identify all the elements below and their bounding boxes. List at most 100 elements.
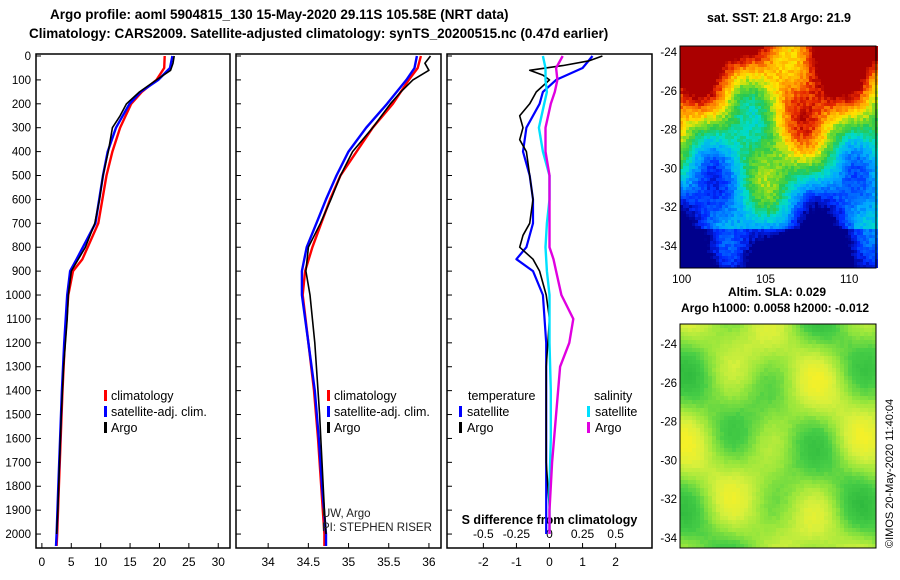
sst-cell bbox=[824, 181, 827, 184]
sst-cell bbox=[797, 55, 800, 58]
sst-cell bbox=[839, 190, 842, 193]
sst-cell bbox=[770, 94, 773, 97]
sst-cell bbox=[851, 67, 854, 70]
sst-cell bbox=[782, 148, 785, 151]
sst-cell bbox=[794, 172, 797, 175]
sst-cell bbox=[683, 64, 686, 67]
sst-cell bbox=[704, 247, 707, 250]
sst-cell bbox=[812, 61, 815, 64]
sst-cell bbox=[779, 94, 782, 97]
sst-cell bbox=[761, 256, 764, 259]
sst-cell bbox=[710, 220, 713, 223]
sst-cell bbox=[806, 136, 809, 139]
sst-cell bbox=[686, 151, 689, 154]
sst-cell bbox=[851, 154, 854, 157]
sst-cell bbox=[815, 259, 818, 262]
sst-cell bbox=[818, 241, 821, 244]
sst-cell bbox=[818, 244, 821, 247]
sst-cell bbox=[755, 67, 758, 70]
sst-cell bbox=[755, 52, 758, 55]
sst-cell bbox=[791, 61, 794, 64]
sst-cell bbox=[734, 187, 737, 190]
sst-cell bbox=[704, 130, 707, 133]
sst-cell bbox=[797, 208, 800, 211]
sst-cell bbox=[746, 181, 749, 184]
sst-cell bbox=[689, 61, 692, 64]
sst-cell bbox=[725, 232, 728, 235]
sst-cell bbox=[683, 73, 686, 76]
sst-cell bbox=[839, 94, 842, 97]
sst-cell bbox=[776, 46, 779, 49]
sst-cell bbox=[770, 238, 773, 241]
sst-cell bbox=[857, 250, 860, 253]
sst-cell bbox=[683, 193, 686, 196]
sst-cell bbox=[785, 97, 788, 100]
sst-cell bbox=[800, 100, 803, 103]
sst-cell bbox=[752, 64, 755, 67]
sst-cell bbox=[848, 163, 851, 166]
sst-cell bbox=[680, 106, 683, 109]
sst-cell bbox=[686, 130, 689, 133]
sst-cell bbox=[758, 112, 761, 115]
sst-cell bbox=[746, 82, 749, 85]
sst-cell bbox=[818, 205, 821, 208]
sst-cell bbox=[833, 61, 836, 64]
sst-cell bbox=[701, 163, 704, 166]
sst-cell bbox=[827, 49, 830, 52]
sst-cell bbox=[827, 262, 830, 265]
sst-cell bbox=[857, 202, 860, 205]
sst-cell bbox=[872, 199, 875, 202]
sst-cell bbox=[680, 118, 683, 121]
sst-cell bbox=[683, 133, 686, 136]
sst-cell bbox=[827, 223, 830, 226]
sst-cell bbox=[815, 238, 818, 241]
sst-cell bbox=[689, 70, 692, 73]
sst-cell bbox=[773, 106, 776, 109]
sst-cell bbox=[869, 217, 872, 220]
sst-cell bbox=[869, 52, 872, 55]
sst-cell bbox=[845, 166, 848, 169]
sst-cell bbox=[827, 232, 830, 235]
sst-cell bbox=[695, 208, 698, 211]
sst-cell bbox=[695, 76, 698, 79]
sst-cell bbox=[680, 181, 683, 184]
sst-cell bbox=[818, 196, 821, 199]
sst-cell bbox=[725, 115, 728, 118]
sst-cell bbox=[737, 241, 740, 244]
sst-cell bbox=[716, 169, 719, 172]
sst-cell bbox=[818, 97, 821, 100]
sst-cell bbox=[737, 262, 740, 265]
sst-cell bbox=[770, 112, 773, 115]
sst-cell bbox=[785, 247, 788, 250]
sst-cell bbox=[773, 181, 776, 184]
sst-cell bbox=[848, 229, 851, 232]
sst-cell bbox=[866, 235, 869, 238]
sst-cell bbox=[785, 70, 788, 73]
sst-cell bbox=[794, 211, 797, 214]
sst-cell bbox=[806, 223, 809, 226]
sst-cell bbox=[851, 238, 854, 241]
sst-cell bbox=[872, 55, 875, 58]
sst-cell bbox=[806, 133, 809, 136]
sst-cell bbox=[773, 262, 776, 265]
sst-cell bbox=[743, 97, 746, 100]
sst-cell bbox=[782, 55, 785, 58]
sst-cell bbox=[806, 214, 809, 217]
sst-cell bbox=[698, 145, 701, 148]
x-tick-label: 1 bbox=[579, 555, 586, 569]
sst-cell bbox=[830, 64, 833, 67]
sst-cell bbox=[848, 49, 851, 52]
sst-cell bbox=[734, 157, 737, 160]
sst-cell bbox=[728, 76, 731, 79]
sst-cell bbox=[797, 163, 800, 166]
sst-cell bbox=[788, 232, 791, 235]
sst-cell bbox=[842, 256, 845, 259]
sst-cell bbox=[692, 172, 695, 175]
sst-cell bbox=[791, 130, 794, 133]
sst-cell bbox=[683, 139, 686, 142]
sst-cell bbox=[752, 235, 755, 238]
sst-cell bbox=[782, 115, 785, 118]
sst-cell bbox=[749, 229, 752, 232]
sst-cell bbox=[809, 136, 812, 139]
sst-cell bbox=[716, 220, 719, 223]
